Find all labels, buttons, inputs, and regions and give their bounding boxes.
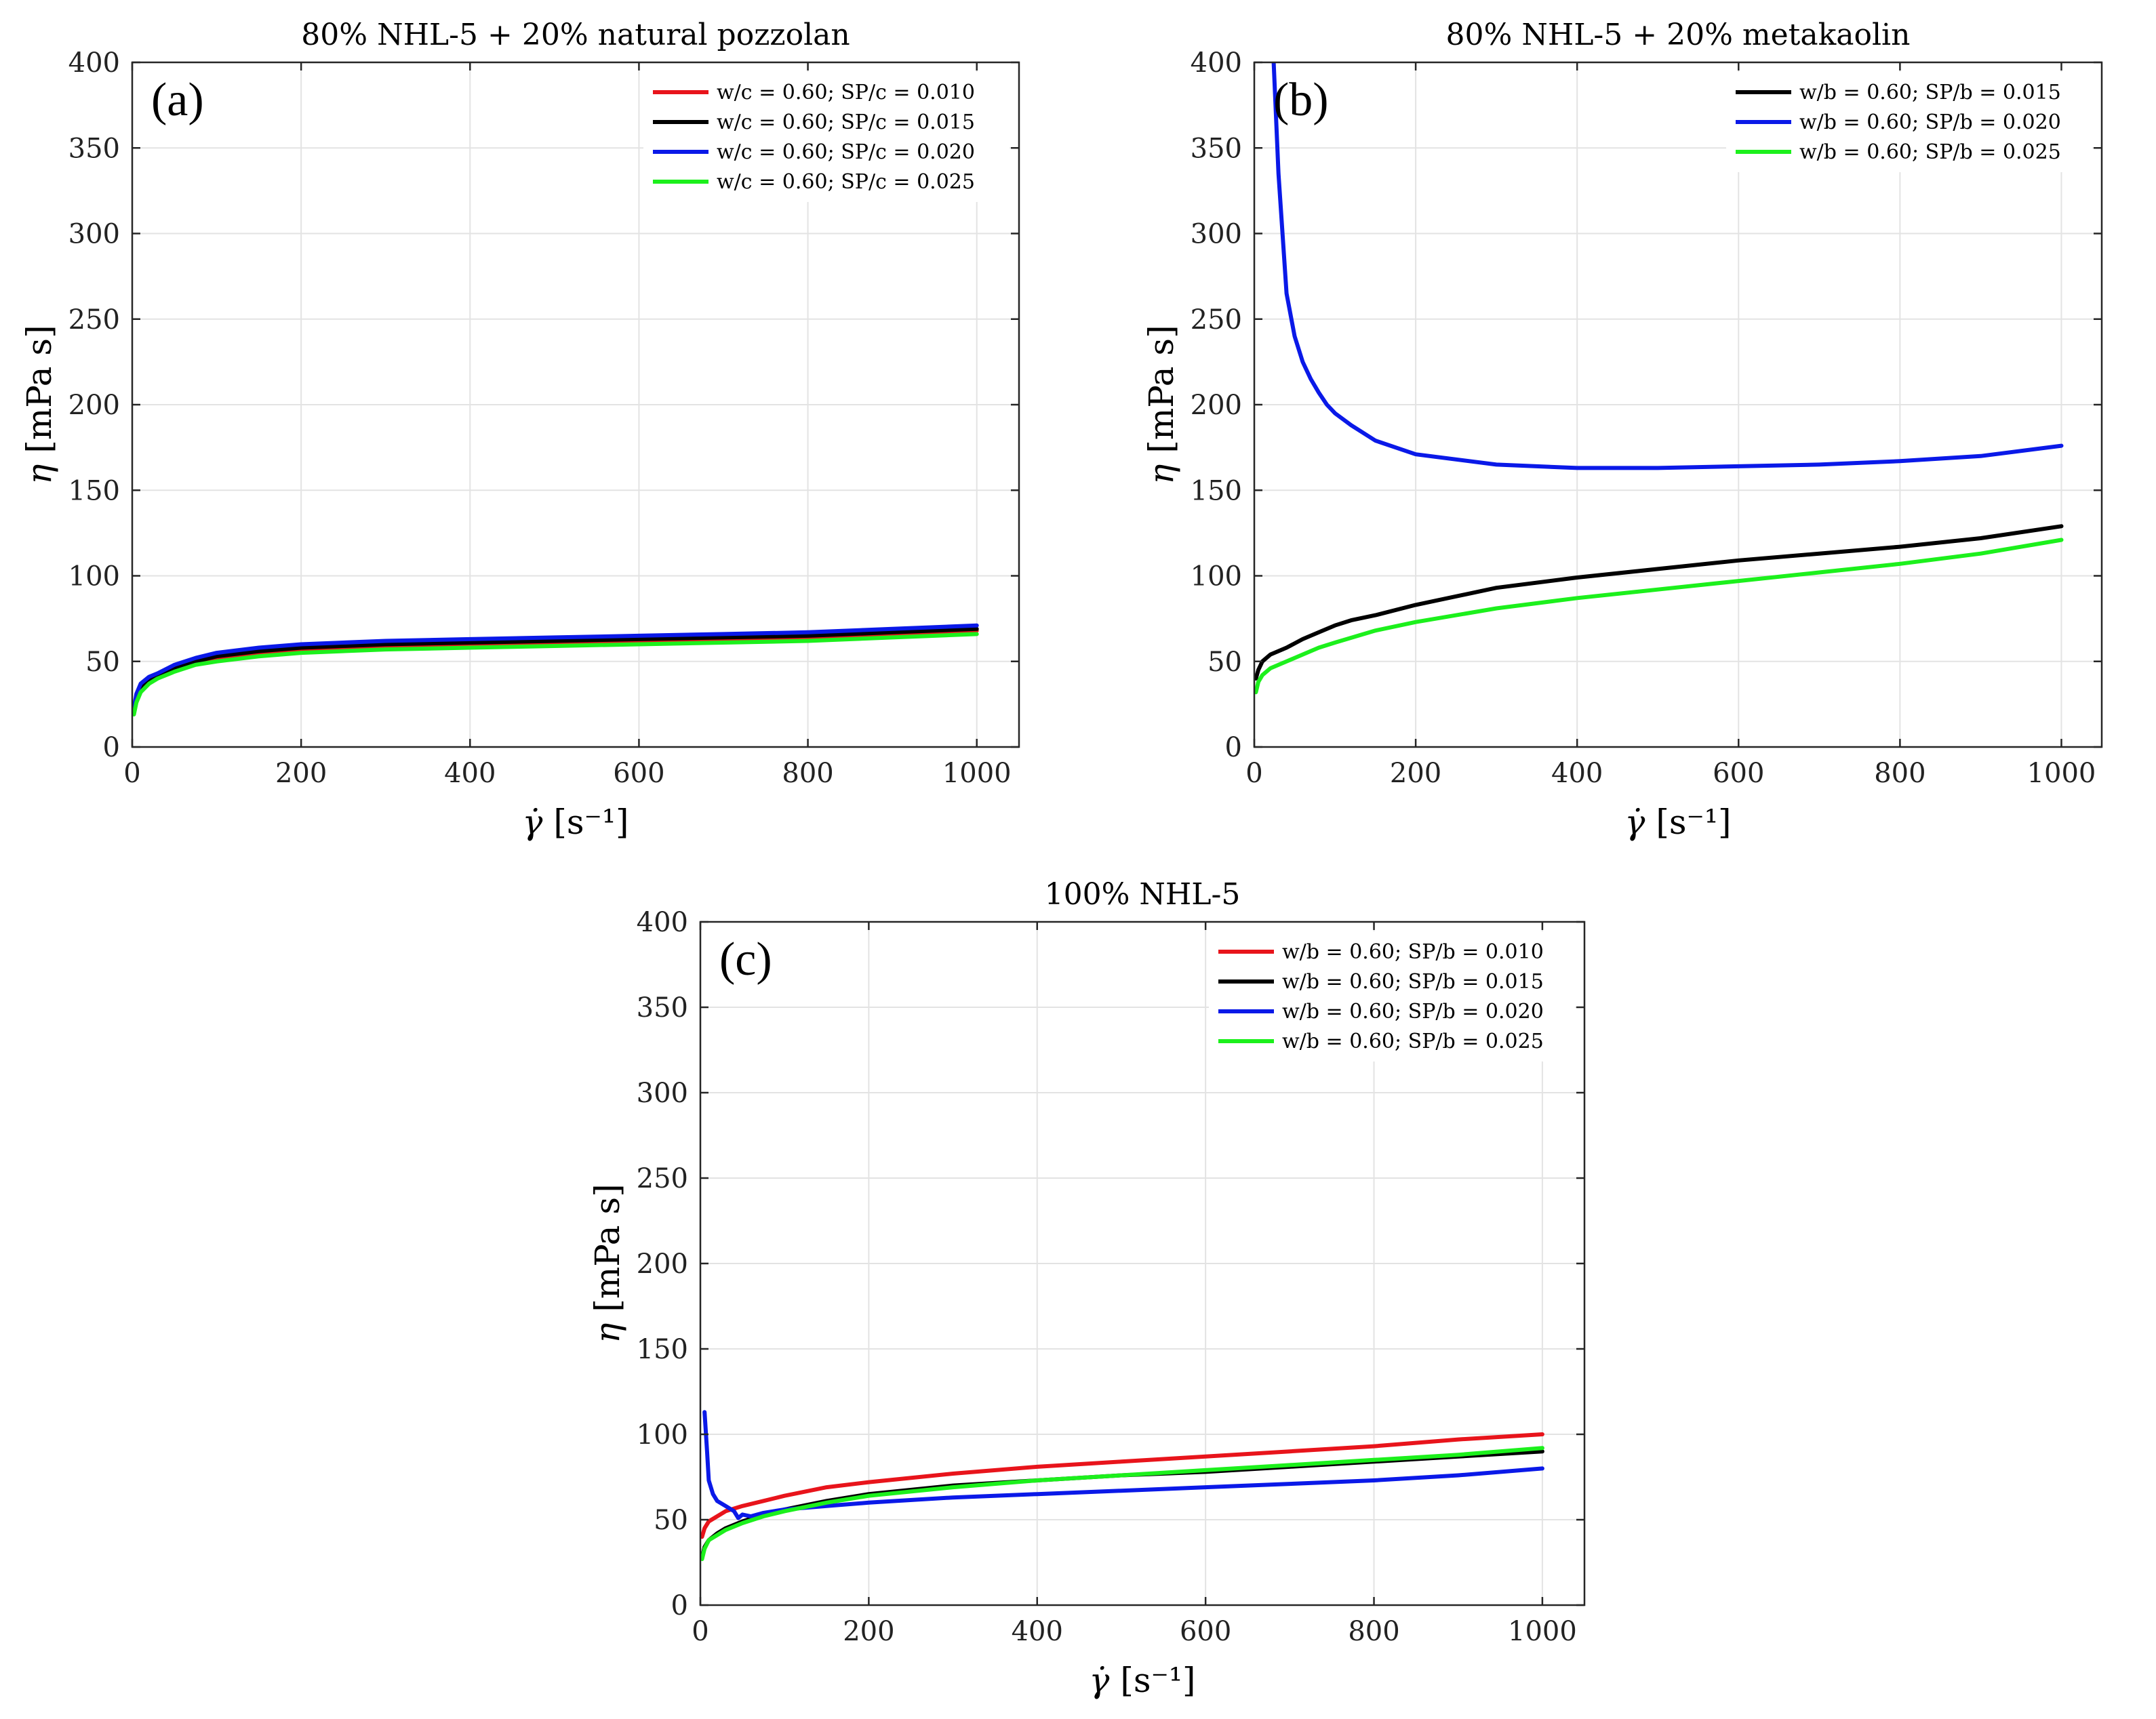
- legend-entry-label: w/b = 0.60; SP/b = 0.025: [1282, 1030, 1544, 1053]
- y-tick-label: 200: [68, 390, 120, 421]
- series-group: [1254, 62, 2064, 695]
- y-axis-unit: [mPa s]: [588, 1184, 627, 1312]
- y-tick-label: 0: [103, 732, 120, 763]
- y-tick-label: 300: [1191, 219, 1242, 250]
- y-tick-label: 250: [637, 1163, 688, 1194]
- y-axis-label: η [mPa s]: [1142, 325, 1181, 484]
- x-tick-label: 400: [1012, 1616, 1063, 1647]
- x-axis-label: γ̇ [s⁻¹]: [1625, 803, 1732, 842]
- x-tick-label: 800: [1348, 1616, 1399, 1647]
- legend-entry-label: w/b = 0.60; SP/b = 0.010: [1282, 940, 1544, 964]
- x-tick-label: 400: [444, 758, 496, 789]
- legend: w/b = 0.60; SP/b = 0.015 w/b = 0.60; SP/b…: [1726, 72, 2092, 172]
- legend-entry-label: w/b = 0.60; SP/b = 0.025: [1799, 140, 2061, 164]
- y-axis-label: η [mPa s]: [588, 1184, 627, 1343]
- legend-entry-label: w/c = 0.60; SP/c = 0.025: [717, 170, 975, 194]
- x-tick-label: 1000: [2027, 758, 2096, 789]
- series-group: [700, 1410, 1544, 1561]
- y-tick-label: 350: [637, 992, 688, 1024]
- legend: w/b = 0.60; SP/b = 0.010 w/b = 0.60; SP/b…: [1209, 931, 1575, 1061]
- series-line-4: [132, 632, 979, 716]
- legend-entry-label: w/b = 0.60; SP/b = 0.020: [1282, 1000, 1544, 1024]
- y-tick-label: 200: [637, 1249, 688, 1280]
- y-tick-label: 50: [1207, 647, 1242, 678]
- x-tick-label: 600: [1713, 758, 1764, 789]
- x-tick-label: 1000: [1508, 1616, 1577, 1647]
- y-tick-label: 200: [1191, 390, 1242, 421]
- y-tick-label: 100: [1191, 561, 1242, 592]
- chart-title: 100% NHL-5: [1045, 877, 1241, 912]
- y-tick-label: 150: [68, 475, 120, 506]
- x-axis-symbol: γ̇: [523, 803, 543, 842]
- x-axis-label: γ̇ [s⁻¹]: [1090, 1661, 1196, 1700]
- y-tick-label: 350: [68, 133, 120, 164]
- x-tick-label: 400: [1551, 758, 1603, 789]
- legend-entry-label: w/c = 0.60; SP/c = 0.010: [717, 81, 975, 104]
- legend-entry-label: w/b = 0.60; SP/b = 0.020: [1799, 110, 2061, 134]
- x-tick-label: 800: [1874, 758, 1925, 789]
- y-tick-label: 400: [1191, 47, 1242, 79]
- y-tick-label: 400: [637, 907, 688, 938]
- y-axis-symbol: η: [1142, 464, 1181, 485]
- y-tick-label: 300: [637, 1078, 688, 1109]
- legend: w/c = 0.60; SP/c = 0.010 w/c = 0.60; SP/c…: [643, 72, 1010, 202]
- x-tick-label: 200: [275, 758, 327, 789]
- panel-c: 0 200 400 600 800 1000 0 50 100 150 200 250 300 350 40…: [588, 877, 1586, 1700]
- panel-a: 0 200 400 600 800 1000 0 50 100 150 200 250 300 350 40…: [20, 18, 1020, 842]
- y-tick-label: 150: [637, 1334, 688, 1365]
- legend-entry-label: w/b = 0.60; SP/b = 0.015: [1282, 970, 1544, 994]
- chart-title: 80% NHL-5 + 20% metakaolin: [1446, 18, 1911, 52]
- legend-entry-label: w/b = 0.60; SP/b = 0.015: [1799, 81, 2061, 104]
- y-axis-unit: [mPa s]: [20, 325, 59, 453]
- x-tick-label: 600: [1180, 1616, 1231, 1647]
- series-line-1: [700, 1432, 1544, 1539]
- panel-b: 0 200 400 600 800 1000 0 50 100 150 200 250 300 350 40…: [1142, 18, 2103, 842]
- y-tick-label: 100: [637, 1419, 688, 1451]
- y-tick-label: 250: [68, 304, 120, 336]
- legend-entry-label: w/c = 0.60; SP/c = 0.020: [717, 140, 975, 164]
- x-tick-label: 1000: [942, 758, 1012, 789]
- series-line-2: [132, 626, 979, 712]
- series-line-3: [702, 1410, 1544, 1520]
- x-axis-unit: [s⁻¹]: [553, 803, 628, 842]
- legend-entry-label: w/c = 0.60; SP/c = 0.015: [717, 110, 975, 134]
- y-tick-label: 0: [1225, 732, 1242, 763]
- y-axis-symbol: η: [588, 1323, 627, 1343]
- y-tick-label: 0: [671, 1590, 688, 1621]
- x-tick-label: 200: [843, 1616, 894, 1647]
- series-line-3: [132, 623, 979, 710]
- x-tick-label: 0: [123, 758, 140, 789]
- x-tick-label: 600: [613, 758, 664, 789]
- y-axis-label: η [mPa s]: [20, 325, 59, 484]
- series-line-4: [700, 1446, 1544, 1561]
- series-line-1: [1254, 524, 2064, 681]
- panel-tag: (c): [719, 933, 772, 986]
- x-tick-label: 200: [1390, 758, 1441, 789]
- y-axis-unit: [mPa s]: [1142, 325, 1181, 453]
- y-axis-symbol: η: [20, 464, 59, 485]
- y-tick-label: 300: [68, 219, 120, 250]
- panel-tag: (b): [1273, 74, 1329, 126]
- x-axis-label: γ̇ [s⁻¹]: [523, 803, 629, 842]
- x-axis-unit: [s⁻¹]: [1120, 1661, 1195, 1700]
- x-tick-label: 0: [692, 1616, 708, 1647]
- x-tick-label: 0: [1245, 758, 1262, 789]
- series-line-3: [1254, 538, 2064, 695]
- y-tick-label: 400: [68, 47, 120, 79]
- y-tick-label: 350: [1191, 133, 1242, 164]
- panel-tag: (a): [151, 74, 204, 126]
- series-group: [132, 623, 979, 716]
- y-tick-label: 50: [85, 647, 120, 678]
- y-tick-label: 100: [68, 561, 120, 592]
- y-tick-label: 250: [1191, 304, 1242, 336]
- chart-title: 80% NHL-5 + 20% natural pozzolan: [301, 18, 850, 52]
- y-tick-label: 150: [1191, 475, 1242, 506]
- x-axis-symbol: γ̇: [1090, 1661, 1110, 1700]
- y-tick-label: 50: [654, 1505, 688, 1536]
- series-line-2: [1271, 62, 2064, 470]
- x-axis-unit: [s⁻¹]: [1656, 803, 1731, 842]
- x-tick-label: 800: [782, 758, 833, 789]
- x-axis-symbol: γ̇: [1625, 803, 1645, 842]
